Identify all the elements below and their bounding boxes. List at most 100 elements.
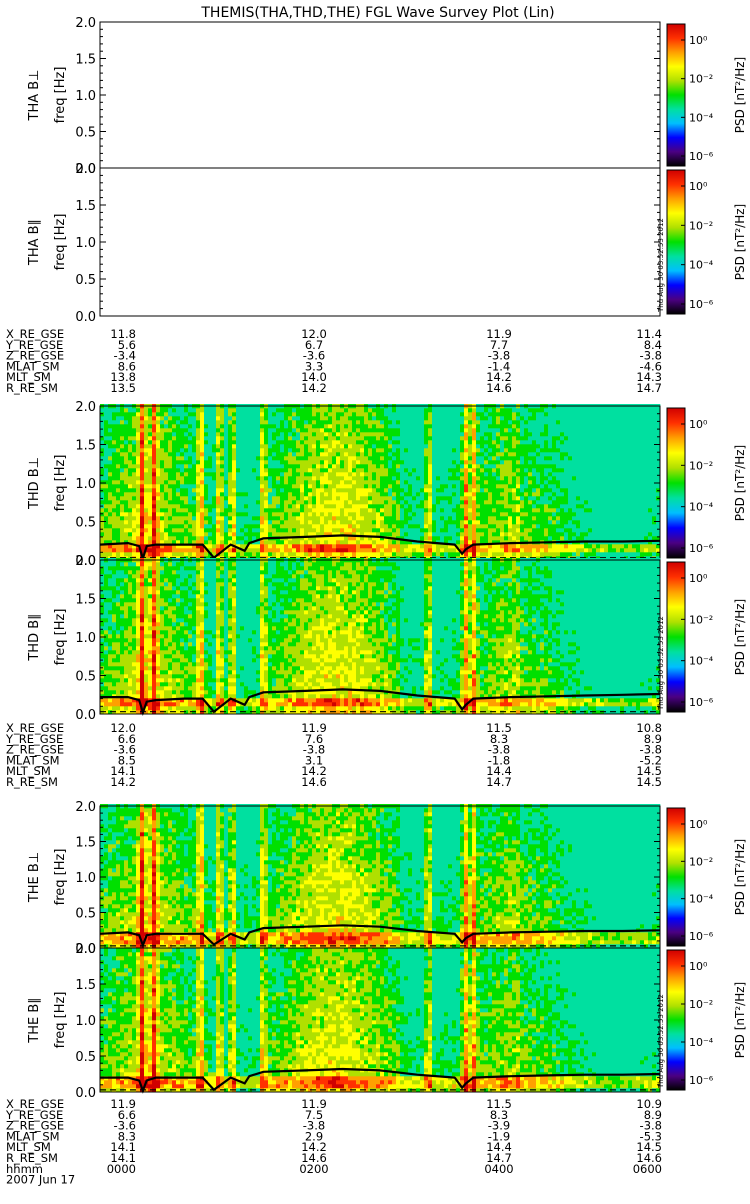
- plot-frame: [100, 22, 660, 168]
- colorbar-tick-label: 10⁰: [689, 960, 708, 973]
- y-tick-label: 2.0: [75, 400, 96, 415]
- figure-title: THEMIS(THA,THD,THE) FGL Wave Survey Plot…: [200, 5, 554, 21]
- colorbar: 10⁰ 10⁻² 10⁻⁴ 10⁻⁶ PSD [nT²/Hz]: [667, 562, 747, 712]
- colorbar-label: PSD [nT²/Hz]: [733, 204, 747, 280]
- colorbar-label: PSD [nT²/Hz]: [733, 599, 747, 675]
- ephemeris-value: 14.7: [636, 381, 662, 395]
- ephemeris-row-label: R_RE_SM: [6, 381, 58, 395]
- ephemeris-value: 14.6: [301, 775, 327, 789]
- colorbar-label: PSD [nT²/Hz]: [733, 57, 747, 133]
- panel-component-label: THE B⊥: [27, 852, 42, 903]
- colorbar-gradient: [667, 562, 685, 712]
- colorbar-tick-label: 10⁰: [689, 418, 708, 431]
- y-tick-label: 2.0: [75, 162, 96, 177]
- y-axis-label: freq [Hz]: [53, 455, 68, 512]
- colorbar-tick-label: 10⁻²: [689, 613, 713, 626]
- y-tick-label: 1.0: [75, 477, 96, 492]
- colorbar: 10⁰ 10⁻² 10⁻⁴ 10⁻⁶ PSD [nT²/Hz]: [667, 170, 747, 314]
- colorbar-gradient: [667, 24, 685, 166]
- y-tick-label: 1.5: [75, 836, 96, 851]
- y-tick-label: 1.0: [75, 236, 96, 251]
- y-tick-label: 2.0: [75, 554, 96, 569]
- ephemeris-value: 14.5: [636, 775, 662, 789]
- y-tick-label: 0.5: [75, 1050, 96, 1065]
- y-axis-label: freq [Hz]: [53, 992, 68, 1049]
- colorbar: 10⁰ 10⁻² 10⁻⁴ 10⁻⁶ PSD [nT²/Hz]: [667, 24, 747, 166]
- y-axis-label: freq [Hz]: [53, 849, 68, 906]
- y-tick-label: 1.5: [75, 593, 96, 608]
- plot-frame: [100, 168, 660, 316]
- time-tick-label: 0200: [299, 1162, 328, 1176]
- y-axis-label: freq [Hz]: [53, 214, 68, 271]
- y-tick-label: 0.0: [75, 708, 96, 723]
- y-tick-label: 0.0: [75, 1086, 96, 1101]
- colorbar-gradient: [667, 950, 685, 1090]
- ephemeris-row-label: R_RE_SM: [6, 775, 58, 789]
- colorbar-gradient: [667, 408, 685, 558]
- y-tick-label: 0.5: [75, 907, 96, 922]
- panel-component-label: THA B⊥: [27, 70, 42, 122]
- colorbar-tick-label: 10⁰: [689, 572, 708, 585]
- colorbar-tick-label: 10⁻⁴: [689, 501, 714, 514]
- y-tick-label: 2.0: [75, 16, 96, 31]
- y-axis-label: freq [Hz]: [53, 609, 68, 666]
- time-tick-label: 0000: [107, 1162, 136, 1176]
- colorbar-tick-label: 10⁻⁶: [689, 150, 714, 163]
- colorbar-tick-label: 10⁰: [689, 180, 708, 193]
- colorbar-tick-label: 10⁻⁶: [689, 542, 714, 555]
- colorbar-tick-label: 10⁻⁴: [689, 111, 714, 124]
- y-tick-label: 1.5: [75, 978, 96, 993]
- colorbar-tick-label: 10⁻⁴: [689, 1036, 714, 1049]
- colorbar-label: PSD [nT²/Hz]: [733, 839, 747, 915]
- colorbar-tick-label: 10⁻⁴: [689, 259, 714, 272]
- y-tick-label: 1.0: [75, 1014, 96, 1029]
- colorbar-gradient: [667, 808, 685, 946]
- colorbar-tick-label: 10⁻⁴: [689, 893, 714, 906]
- panel-component-label: THA B∥: [27, 219, 42, 266]
- y-tick-label: 1.5: [75, 199, 96, 214]
- date-label: 2007 Jun 17: [6, 1173, 75, 1187]
- colorbar-tick-label: 10⁻⁴: [689, 655, 714, 668]
- ephemeris-value: 13.5: [110, 381, 136, 395]
- panel-component-label: THD B∥: [27, 613, 42, 661]
- y-tick-label: 2.0: [75, 800, 96, 815]
- plot-timestamp: Thu Aug 30 03:52:53 2012: [657, 616, 665, 711]
- colorbar-tick-label: 10⁻²: [689, 998, 713, 1011]
- y-axis-label: freq [Hz]: [53, 67, 68, 124]
- ephemeris-value: 14.7: [486, 775, 512, 789]
- y-tick-label: 1.0: [75, 871, 96, 886]
- colorbar-tick-label: 10⁻⁶: [689, 1074, 714, 1087]
- y-tick-label: 2.0: [75, 942, 96, 957]
- plot-timestamp: Thu Aug 30 03:52:53 2012: [657, 994, 665, 1089]
- y-tick-label: 0.5: [75, 670, 96, 685]
- ephemeris-value: 14.2: [301, 381, 327, 395]
- spectrogram-panels: 0.0 0.5 1.0 1.5 2.0 THA B⊥ freq [Hz] 10⁰ 10⁻² 10⁻…: [27, 16, 747, 1101]
- colorbar-tick-label: 10⁻⁶: [689, 298, 714, 311]
- panel-component-label: THD B⊥: [27, 457, 42, 510]
- plot-timestamp: Thu Aug 30 03:52:53 2012: [657, 218, 665, 313]
- colorbar-gradient: [667, 170, 685, 314]
- time-tick-label: 0600: [633, 1162, 662, 1176]
- colorbar-tick-label: 10⁰: [689, 34, 708, 47]
- colorbar-tick-label: 10⁻²: [689, 219, 713, 232]
- colorbar-tick-label: 10⁻²: [689, 855, 713, 868]
- y-tick-label: 1.0: [75, 89, 96, 104]
- y-tick-label: 0.5: [75, 126, 96, 141]
- y-tick-label: 1.5: [75, 439, 96, 454]
- colorbar-tick-label: 10⁻⁶: [689, 696, 714, 709]
- ephemeris-value: 14.2: [110, 775, 136, 789]
- colorbar-tick-label: 10⁻²: [689, 73, 713, 86]
